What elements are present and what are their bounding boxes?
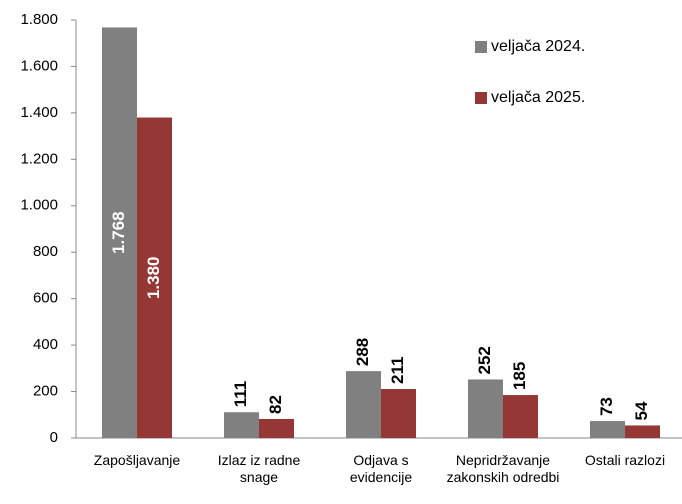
- data-label: 185: [510, 362, 529, 390]
- y-tick-label: 800: [33, 243, 58, 260]
- bar: [137, 117, 172, 439]
- data-label: 211: [388, 357, 407, 384]
- data-label: 54: [632, 401, 651, 420]
- x-tick-label: Ostali razlozi: [584, 452, 666, 468]
- y-tick-label: 600: [33, 290, 58, 307]
- x-tick-label: Odjava s evidencije: [349, 452, 413, 485]
- y-tick-label: 1.400: [20, 104, 58, 121]
- legend-label: veljača 2025.: [491, 89, 585, 106]
- bar: [468, 379, 503, 438]
- data-label: 288: [353, 338, 372, 366]
- legend-swatch: [475, 92, 487, 104]
- x-tick-label: Zapošljavanje: [93, 452, 181, 468]
- y-tick-label: 1.200: [20, 150, 58, 167]
- y-tick-label: 0: [50, 429, 58, 446]
- x-tick-label: Izlaz iz radne snage: [217, 452, 301, 485]
- data-label: 1.380: [144, 256, 163, 299]
- bar: [503, 395, 538, 438]
- y-tick-label: 200: [33, 383, 58, 400]
- y-tick-label: 1.600: [20, 57, 58, 74]
- bar: [224, 412, 259, 438]
- bar: [346, 371, 381, 438]
- bar: [259, 418, 294, 438]
- bar: [102, 27, 137, 438]
- legend-label: veljača 2024.: [491, 38, 585, 55]
- y-tick-label: 400: [33, 336, 58, 353]
- data-label: 73: [597, 397, 616, 416]
- bar: [381, 389, 416, 438]
- x-tick-label: Nepridržavanje zakonskih odredbi: [446, 452, 560, 485]
- data-label: 1.768: [109, 211, 128, 254]
- y-tick-label: 1.000: [20, 197, 58, 214]
- y-tick-label: 1.800: [20, 11, 58, 28]
- bar: [625, 425, 660, 438]
- bar: [590, 421, 625, 438]
- data-label: 82: [266, 395, 285, 414]
- data-label: 252: [475, 346, 494, 374]
- data-label: 111: [231, 381, 250, 408]
- legend-swatch: [475, 41, 487, 53]
